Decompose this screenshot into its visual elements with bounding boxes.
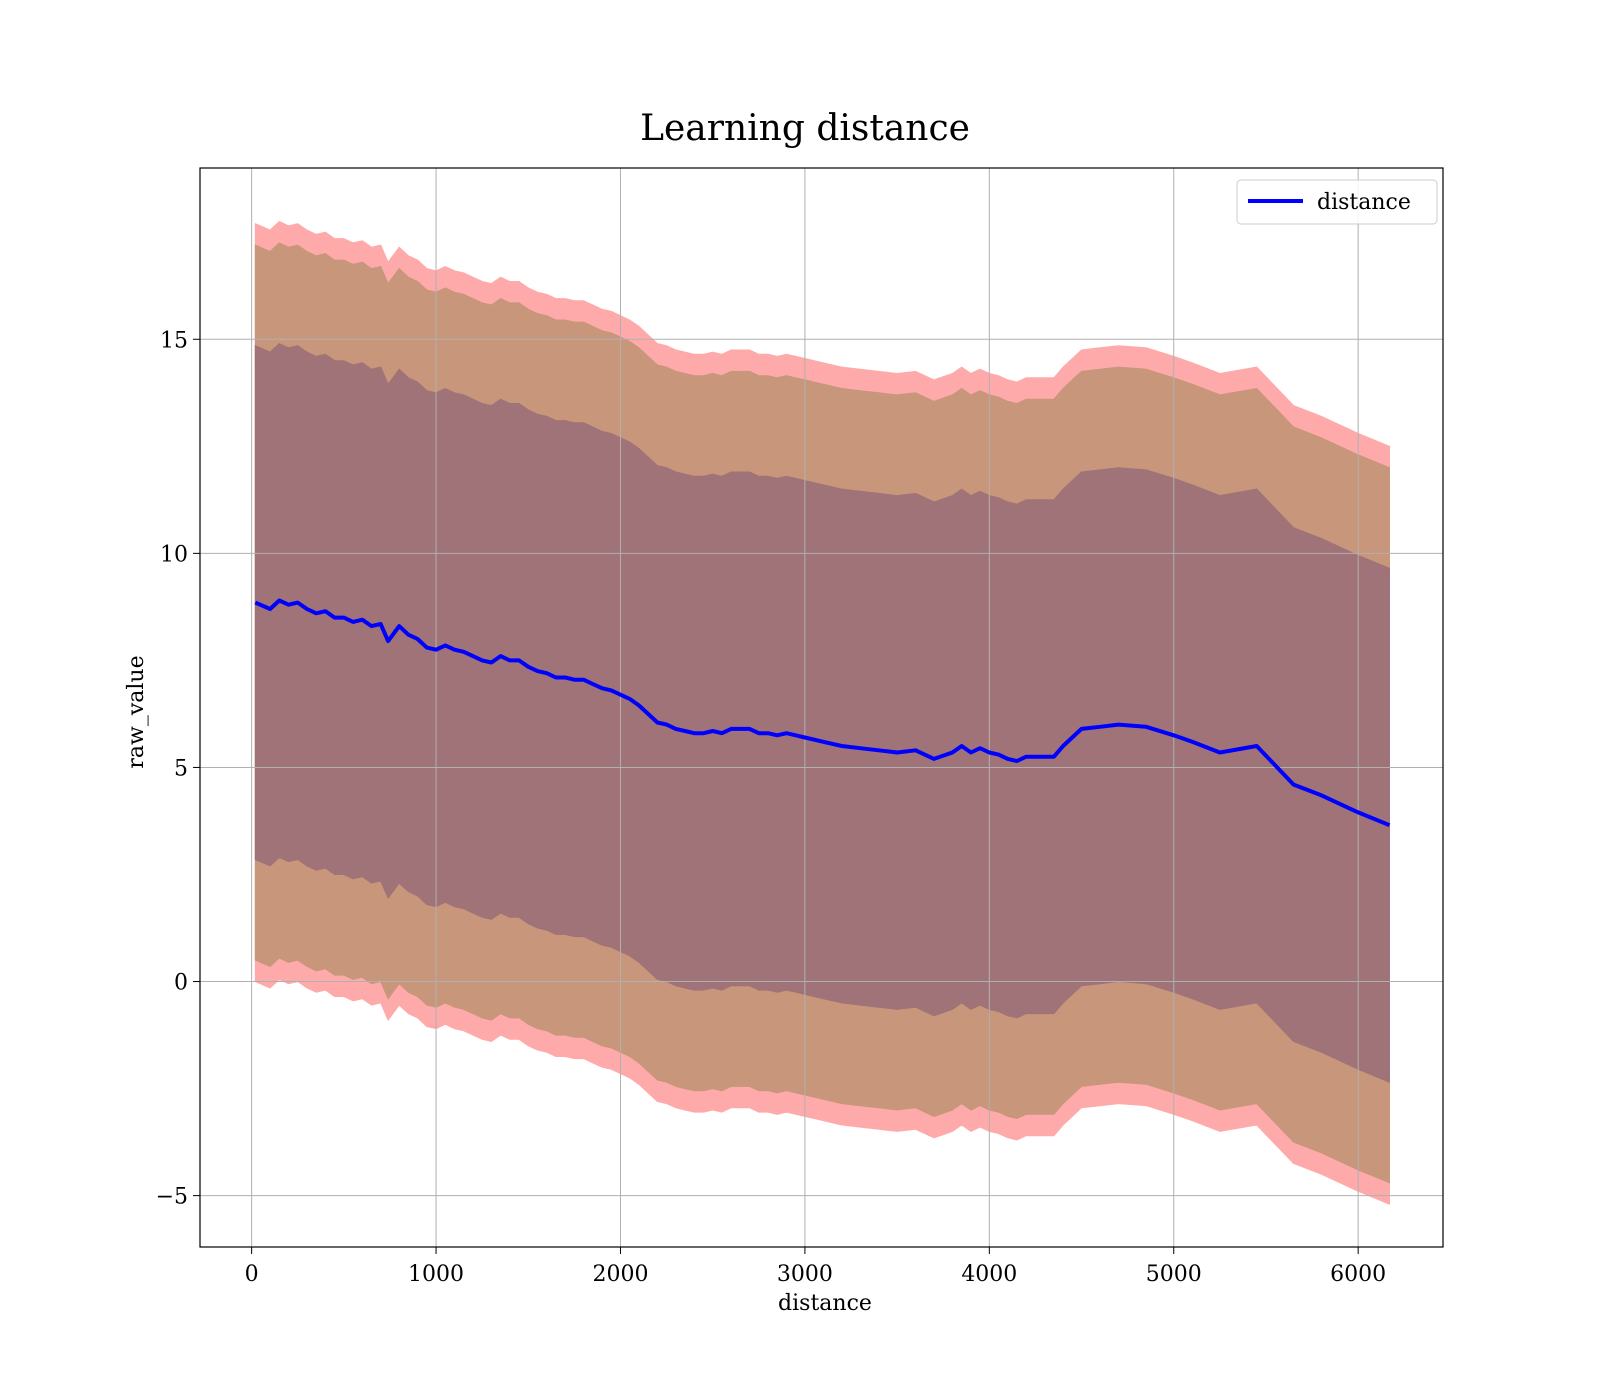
y-axis-label: raw_value [124, 655, 149, 768]
y-tick-label: 5 [174, 756, 188, 781]
y-tick-label: 0 [174, 971, 188, 996]
x-axis-ticks: 0 1000 2000 3000 4000 5000 6000 [245, 1247, 1386, 1287]
x-tick-label: 4000 [961, 1262, 1017, 1287]
y-tick-label: 10 [160, 542, 188, 567]
legend-box [1236, 179, 1438, 225]
grid-lines [200, 168, 1443, 1247]
x-tick-label: 0 [245, 1262, 259, 1287]
x-tick-label: 5000 [1146, 1262, 1202, 1287]
band-inner [254, 343, 1390, 1083]
chart-title: Learning distance [640, 108, 970, 149]
y-tick-label: −5 [156, 1185, 188, 1210]
legend-label-distance: distance [1317, 190, 1411, 215]
legend: distance [1236, 179, 1438, 225]
confidence-bands [254, 220, 1390, 1205]
x-tick-label: 2000 [592, 1262, 648, 1287]
y-axis-ticks: −5 0 5 10 15 [156, 328, 200, 1210]
x-axis-label: distance [778, 1291, 872, 1316]
x-tick-label: 6000 [1330, 1262, 1386, 1287]
plot-area [199, 167, 1444, 1248]
plot-frame [199, 167, 1444, 1248]
x-tick-label: 1000 [408, 1262, 464, 1287]
series-line-distance [254, 598, 1391, 828]
x-tick-label: 3000 [777, 1262, 833, 1287]
y-tick-label: 15 [160, 328, 188, 353]
